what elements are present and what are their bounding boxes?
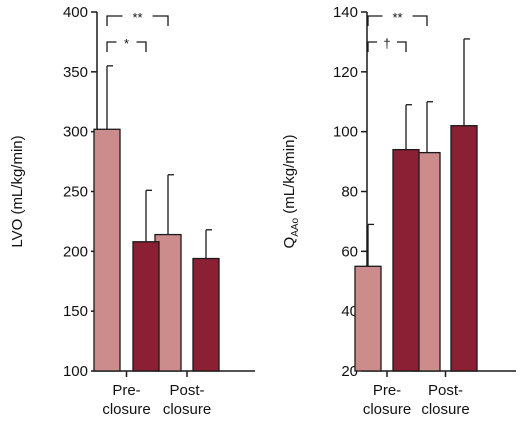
x-tick-label: Pre-: [112, 382, 140, 399]
chart-panel-2: 20 40 60 80 100 120 140 Pre-closure Post-closure…: [281, 4, 516, 418]
x-tick-label: closure: [163, 401, 211, 418]
y-tick-label: 150: [63, 303, 88, 320]
x-tick-label: closure: [421, 401, 469, 418]
y-axis-title-main: Q: [281, 237, 298, 249]
y-tick-label: 100: [333, 124, 358, 141]
y-tick-label: 40: [341, 303, 358, 320]
significance-bracket: **: [106, 10, 169, 26]
significance-label: †: [383, 36, 390, 51]
x-tick-label: closure: [102, 401, 150, 418]
y-tick-label: 80: [341, 184, 358, 201]
y-tick-label: 20: [341, 363, 358, 380]
x-tick-label: Post-: [169, 382, 204, 399]
bracket-line: [106, 15, 169, 26]
significance-label: **: [132, 10, 142, 25]
x-tick-label: Pre-: [373, 382, 401, 399]
y-tick-label: 120: [333, 64, 358, 81]
x-tick-label: closure: [363, 401, 411, 418]
y-tick-label: 100: [63, 363, 88, 380]
y-axis-title-unit: (mL/kg/min): [281, 135, 298, 218]
bar: [132, 241, 160, 372]
y-tick-label: 400: [63, 4, 88, 21]
y-tick-label: 250: [63, 184, 88, 201]
significance-label: *: [124, 36, 129, 51]
y-axis-title: LVO (mL/kg/min): [9, 135, 26, 247]
bar: [392, 148, 420, 372]
significance-bracket: *: [106, 36, 147, 52]
y-axis-title: QAAo (mL/kg/min): [281, 135, 301, 249]
bracket-line: [106, 41, 147, 52]
y-axis-title-main: LVO (mL/kg/min): [9, 135, 26, 247]
significance-bracket: **: [367, 10, 428, 26]
bracket-line: [367, 15, 428, 26]
significance-bracket: †: [367, 36, 407, 52]
bar: [354, 265, 382, 372]
y-tick-label: 140: [333, 4, 358, 21]
y-tick-label: 60: [341, 243, 358, 260]
bar: [93, 128, 121, 372]
significance-label: **: [392, 10, 402, 25]
bracket-line: [367, 41, 407, 52]
y-tick-label: 350: [63, 64, 88, 81]
chart-panel-1: 100 150 200 250 300 350 400 Pre-closure Post-clo…: [9, 4, 255, 418]
y-axis-title-subscript: AAo: [290, 217, 301, 236]
x-tick-label: Post-: [428, 382, 463, 399]
bar: [192, 257, 220, 372]
y-tick-label: 300: [63, 124, 88, 141]
y-tick-label: 200: [63, 243, 88, 260]
bar: [450, 125, 478, 372]
